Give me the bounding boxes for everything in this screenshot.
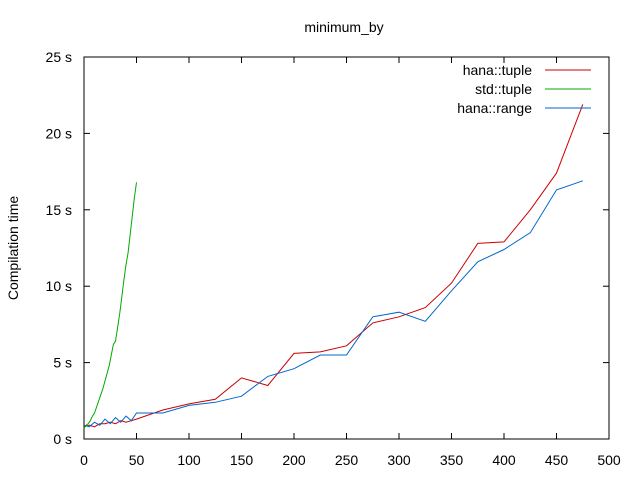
legend-label-hana-range: hana::range [457,100,532,116]
x-tick-label: 350 [440,452,464,468]
x-tick-label: 100 [177,452,201,468]
x-tick-label: 450 [545,452,569,468]
x-tick-label: 500 [597,452,621,468]
x-tick-label: 50 [129,452,145,468]
legend-label-std-tuple: std::tuple [475,81,532,97]
x-tick-label: 400 [492,452,516,468]
series-line-hana-tuple [83,104,584,428]
x-tick-label: 300 [387,452,411,468]
y-tick-label: 15 s [46,202,72,218]
legend-label-hana-tuple: hana::tuple [463,62,532,78]
series-lines [83,104,584,429]
y-tick-label: 25 s [46,49,72,65]
y-tick-label: 10 s [46,278,72,294]
y-tick-label: 5 s [53,355,72,371]
y-axis-label: Compilation time [5,196,21,300]
x-tick-label: 250 [335,452,359,468]
x-tick-label: 0 [80,452,88,468]
x-tick-label: 150 [230,452,254,468]
x-tick-label: 200 [282,452,306,468]
y-tick-label: 0 s [53,431,72,447]
series-line-std-tuple [83,182,137,429]
ticks: 0 50 100 150 200 250 300 350 400 450 500 0 s 5 s 10 s… [46,49,621,468]
y-tick-label: 20 s [46,125,72,141]
chart-title: minimum_by [304,19,383,35]
series-line-hana-range [83,180,583,428]
